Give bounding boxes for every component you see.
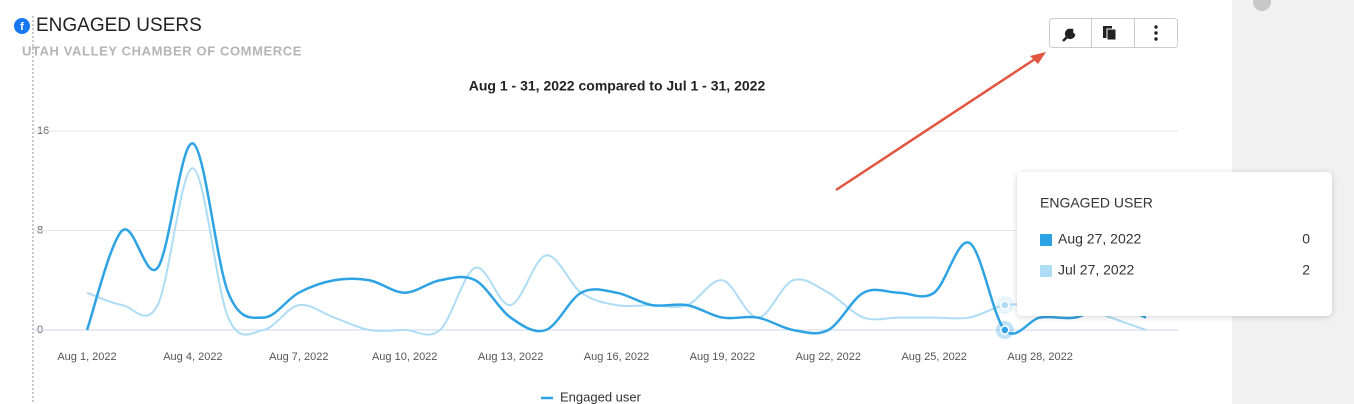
tooltip-title: ENGAGED USER [1040,195,1153,211]
hover-marker [1000,325,1010,335]
x-tick-label: Aug 19, 2022 [690,351,755,363]
tooltip-value: 0 [1302,231,1310,247]
widget-subtitle: UTAH VALLEY CHAMBER OF COMMERCE [22,43,302,58]
chart-title: Aug 1 - 31, 2022 compared to Jul 1 - 31,… [469,78,766,94]
x-tick-label: Aug 7, 2022 [269,351,328,363]
x-tick-label: Aug 25, 2022 [901,351,966,363]
x-tick-label: Aug 13, 2022 [478,351,543,363]
settings-button[interactable] [1062,28,1076,42]
copy-button-back [1106,28,1117,41]
x-tick-label: Aug 16, 2022 [584,351,649,363]
more-button[interactable] [1154,25,1158,41]
x-tick-label: Aug 1, 2022 [57,351,116,363]
hover-marker [1000,300,1010,310]
annotation-arrowhead [1030,52,1046,64]
x-tick-label: Aug 4, 2022 [163,351,222,363]
facebook-f: f [20,21,24,33]
toolbar [1049,18,1178,48]
info-icon[interactable] [1253,0,1271,11]
series-line [85,142,1147,335]
tooltip-value: 2 [1302,262,1310,278]
tooltip-label: Aug 27, 2022 [1058,231,1142,247]
tooltip-label: Jul 27, 2022 [1058,262,1134,278]
annotation-arrow [835,55,1039,192]
x-tick-label: Aug 10, 2022 [372,351,437,363]
series-line [86,167,1147,336]
tooltip: ENGAGED USER Aug 27, 2022 0 Jul 27, 2022… [1017,172,1332,316]
tooltip-swatch [1040,265,1052,277]
tooltip-swatch [1040,234,1052,246]
widget-title: ENGAGED USERS [36,15,202,36]
tooltip-box [1017,172,1332,316]
x-tick-label: Aug 28, 2022 [1007,351,1072,363]
x-tick-label: Aug 22, 2022 [796,351,861,363]
facebook-icon [14,18,30,34]
legend-label: Engaged user [560,389,642,404]
